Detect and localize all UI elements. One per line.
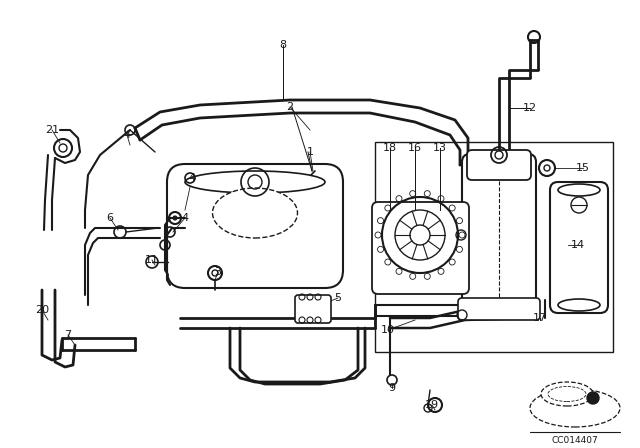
Text: 6: 6 — [106, 213, 113, 223]
Text: 13: 13 — [433, 143, 447, 153]
Ellipse shape — [530, 389, 620, 427]
FancyBboxPatch shape — [550, 182, 608, 313]
Text: 8: 8 — [280, 40, 287, 50]
Text: 10: 10 — [381, 325, 395, 335]
Text: 4: 4 — [124, 130, 131, 140]
Ellipse shape — [185, 171, 325, 193]
Text: CC014407: CC014407 — [552, 435, 598, 444]
Ellipse shape — [558, 299, 600, 311]
Text: 4: 4 — [188, 173, 196, 183]
FancyBboxPatch shape — [167, 164, 343, 288]
Text: 2: 2 — [287, 102, 294, 112]
Text: 19: 19 — [425, 400, 439, 410]
Text: 1: 1 — [307, 147, 314, 157]
FancyBboxPatch shape — [462, 154, 536, 318]
Ellipse shape — [548, 387, 586, 401]
Text: 14: 14 — [571, 240, 585, 250]
Ellipse shape — [541, 382, 593, 406]
Ellipse shape — [212, 188, 298, 238]
Text: 5: 5 — [335, 293, 342, 303]
Circle shape — [587, 392, 599, 404]
Text: 21: 21 — [45, 125, 59, 135]
Text: 11: 11 — [145, 255, 159, 265]
Text: 9: 9 — [388, 383, 396, 393]
Bar — [375, 142, 613, 352]
Text: 17: 17 — [533, 313, 547, 323]
Text: 18: 18 — [383, 143, 397, 153]
FancyBboxPatch shape — [458, 298, 540, 320]
FancyBboxPatch shape — [467, 150, 531, 180]
Text: 20: 20 — [35, 305, 49, 315]
FancyBboxPatch shape — [295, 295, 331, 323]
Text: 16: 16 — [408, 143, 422, 153]
Text: 12: 12 — [523, 103, 537, 113]
Text: 15: 15 — [576, 163, 590, 173]
Text: 7: 7 — [65, 330, 72, 340]
Ellipse shape — [558, 184, 600, 196]
Circle shape — [173, 216, 177, 220]
FancyBboxPatch shape — [372, 202, 469, 294]
Text: 3: 3 — [214, 267, 221, 277]
Text: 4: 4 — [181, 213, 189, 223]
